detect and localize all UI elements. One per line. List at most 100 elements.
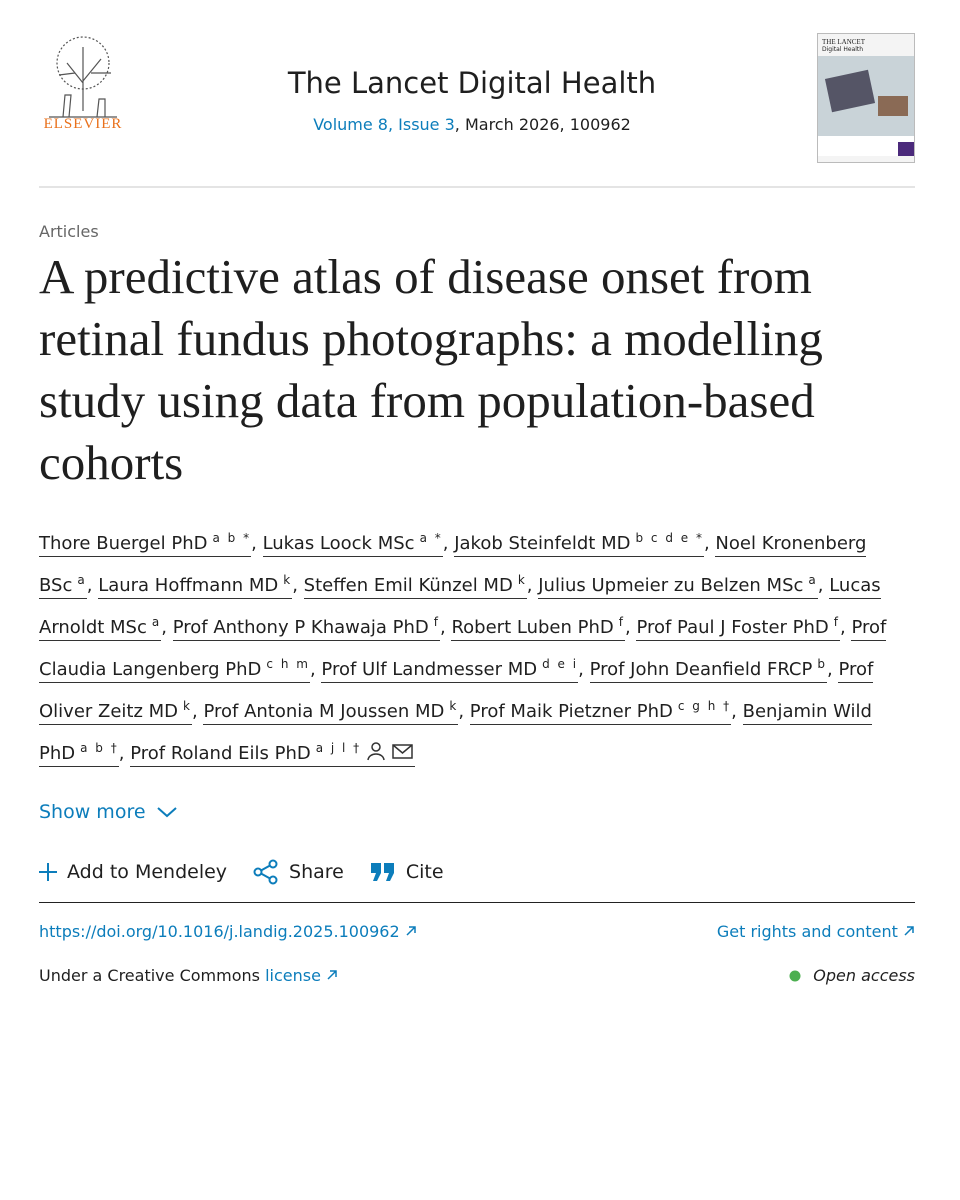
- publisher-logo: ELSEVIER: [44, 36, 123, 132]
- author-name[interactable]: Prof Oliver Zeitz MD: [39, 659, 874, 722]
- author-name[interactable]: Lucas Arnoldt MSc: [39, 575, 881, 638]
- author[interactable]: Prof Maik Pietzner PhD c g h †: [469, 699, 732, 725]
- author-affiliations: a j l †: [315, 741, 362, 755]
- author-affiliations: k: [283, 573, 293, 587]
- journal-title[interactable]: The Lancet Digital Health: [287, 66, 657, 100]
- separator: ,: [161, 617, 167, 638]
- separator: ,: [624, 617, 631, 638]
- author-name[interactable]: Jakob Steinfeldt MD: [454, 533, 631, 554]
- separator: ,: [703, 533, 710, 554]
- author-name[interactable]: Prof Roland Eils PhD: [130, 743, 311, 764]
- author[interactable]: Jakob Steinfeldt MD b c d e *: [454, 531, 704, 557]
- doi: https://doi.org/10.1016/j.landig.2025.10…: [39, 922, 417, 941]
- separator: ,: [292, 575, 298, 596]
- separator: ,: [118, 743, 125, 764]
- separator: ,: [840, 617, 846, 638]
- issue-link[interactable]: Volume 8, Issue 3: [313, 115, 455, 134]
- author-name[interactable]: Prof Ulf Landmesser MD: [321, 659, 538, 680]
- author-affiliations: a *: [419, 531, 443, 545]
- author[interactable]: Julius Upmeier zu Belzen MSc a: [538, 573, 818, 599]
- external-icon: [327, 970, 337, 980]
- author[interactable]: Lucas Arnoldt MSc a: [39, 575, 881, 641]
- separator: ,: [192, 701, 198, 722]
- status-dot: [789, 970, 801, 981]
- rights: Get rights and content: [717, 922, 915, 941]
- author-name[interactable]: Prof Anthony P Khawaja PhD: [172, 617, 429, 638]
- author-name[interactable]: Steffen Emil Künzel MD: [303, 575, 513, 596]
- author-name[interactable]: Prof Claudia Langenberg PhD: [39, 617, 887, 680]
- author-affiliations: k: [517, 573, 527, 587]
- author-affiliations: b: [817, 657, 827, 671]
- contact-icons: [367, 742, 413, 761]
- mendeley-button[interactable]: Add to Mendeley: [39, 859, 227, 885]
- author-name[interactable]: Noel Kronenberg BSc: [39, 533, 867, 596]
- author[interactable]: Prof Claudia Langenberg PhD c h m: [39, 617, 887, 683]
- author[interactable]: Prof Antonia M Joussen MD k: [203, 699, 459, 725]
- author[interactable]: Thore Buergel PhD a b *: [39, 531, 252, 557]
- author-name[interactable]: Thore Buergel PhD: [39, 533, 208, 554]
- author-affiliations: a: [77, 573, 87, 587]
- author-affiliations: d e i: [542, 657, 579, 671]
- action-label[interactable]: Add to Mendeley: [67, 861, 228, 883]
- separator: ,: [309, 659, 316, 680]
- share-button[interactable]: Share: [253, 859, 344, 885]
- author[interactable]: Prof John Deanfield FRCP b: [589, 657, 827, 683]
- author[interactable]: Noel Kronenberg BSc a: [39, 533, 867, 599]
- show-more-label[interactable]: Show more: [39, 801, 146, 823]
- author[interactable]: Prof Roland Eils PhD a j l †: [130, 741, 416, 767]
- author[interactable]: Prof Anthony P Khawaja PhD f: [172, 615, 440, 641]
- journal-cover[interactable]: THE LANCET Digital Health: [817, 33, 915, 163]
- publisher-name: ELSEVIER: [44, 116, 123, 132]
- author-name[interactable]: Laura Hoffmann MD: [98, 575, 279, 596]
- author-name[interactable]: Prof John Deanfield FRCP: [589, 659, 813, 680]
- rights-link[interactable]: Get rights and content: [716, 922, 898, 941]
- action-bar: Add to Mendeley Share Cite: [39, 859, 444, 885]
- cover-subtitle: Digital Health: [822, 46, 864, 53]
- author-name[interactable]: Julius Upmeier zu Belzen MSc: [538, 575, 804, 596]
- author[interactable]: Prof Ulf Landmesser MD d e i: [321, 657, 579, 683]
- author[interactable]: Steffen Emil Künzel MD k: [303, 573, 527, 599]
- separator: ,: [826, 659, 833, 680]
- author-affiliations: f: [433, 615, 440, 629]
- author-affiliations: b c d e *: [635, 531, 704, 545]
- separator: ,: [440, 617, 446, 638]
- external-icon: [904, 926, 914, 936]
- separator: ,: [578, 659, 584, 680]
- author-affiliations: a: [151, 615, 162, 629]
- author-name[interactable]: Benjamin Wild PhD: [39, 701, 872, 764]
- open-access: Open access: [789, 966, 915, 985]
- author-affiliations: f: [618, 615, 625, 629]
- author[interactable]: Laura Hoffmann MD k: [98, 573, 293, 599]
- separator: ,: [86, 575, 93, 596]
- action-label[interactable]: Cite: [405, 861, 444, 883]
- author[interactable]: Benjamin Wild PhD a b †: [39, 701, 872, 767]
- author[interactable]: Prof Oliver Zeitz MD k: [39, 659, 874, 725]
- license-link[interactable]: license: [265, 966, 321, 985]
- author-name[interactable]: Lukas Loock MSc: [262, 533, 415, 554]
- action-label[interactable]: Share: [289, 861, 344, 883]
- author-list: Thore Buergel PhD a b *, Lukas Loock MSc a…: [39, 520, 919, 772]
- share-icon: [253, 859, 278, 885]
- author[interactable]: Prof Paul J Foster PhD f: [636, 615, 841, 641]
- author-affiliations: k: [183, 699, 192, 713]
- license: Under a Creative Commons license: [39, 966, 338, 985]
- doi-link[interactable]: https://doi.org/10.1016/j.landig.2025.10…: [39, 922, 400, 941]
- divider: [39, 902, 915, 903]
- license-prefix: Under a Creative Commons: [39, 966, 260, 985]
- show-more[interactable]: Show more: [39, 801, 178, 823]
- chevron-icon: [156, 807, 177, 818]
- author-affiliations: c g h †: [677, 699, 732, 713]
- plus-icon: [39, 863, 57, 881]
- author-name[interactable]: Robert Luben PhD: [451, 617, 614, 638]
- author-name[interactable]: Prof Antonia M Joussen MD: [203, 701, 445, 722]
- author[interactable]: Lukas Loock MSc a *: [262, 531, 443, 557]
- author[interactable]: Robert Luben PhD f: [451, 615, 625, 641]
- author-affiliations: a b *: [212, 531, 252, 545]
- separator: ,: [526, 575, 533, 596]
- author-name[interactable]: Prof Paul J Foster PhD: [636, 617, 829, 638]
- issue-date: , March 2026, 100962: [454, 115, 631, 134]
- author-name[interactable]: Prof Maik Pietzner PhD: [469, 701, 673, 722]
- cover-image: [818, 56, 914, 156]
- cite-button[interactable]: Cite: [370, 859, 444, 885]
